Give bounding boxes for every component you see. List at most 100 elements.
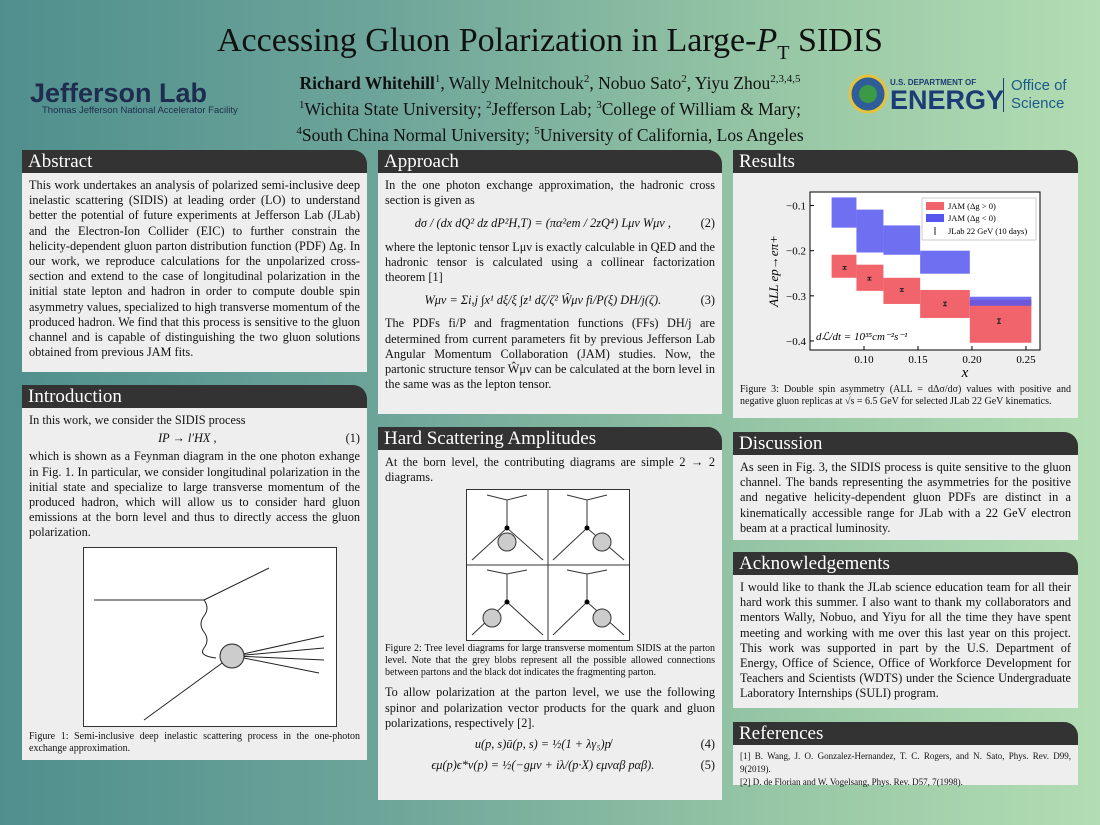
equation: u(p, s)ū(p, s) = ½(1 + λγ₅)p̸ (4) <box>385 737 715 752</box>
paragraph: which is shown as a Feynman diagram in t… <box>29 449 360 540</box>
section-title: Introduction <box>22 385 367 408</box>
equation-number: (2) <box>700 216 715 231</box>
section-body: −0.1 −0.2 −0.3 −0.4 0.10 0.15 0.20 0.25 x ALL ep→… <box>733 173 1078 418</box>
affiliation-number: 3 <box>596 98 602 111</box>
author-name: , Wally Melnitchouk <box>440 72 584 93</box>
blob <box>497 532 517 552</box>
equation: ϵμ(p)ϵ*ν(p) = ½(−gμν + iλ/(p·X) ϵμναβ pα… <box>385 758 715 773</box>
figure-caption: Figure 2: Tree level diagrams for large … <box>385 643 715 679</box>
fragment-dot <box>504 525 510 531</box>
affiliation-number: 4 <box>296 124 302 137</box>
equation-text: Wμν = Σi,j ∫x¹ dξ/ξ ∫z¹ dζ/ζ² Ŵμν fi/P(ξ… <box>424 293 662 308</box>
x-axis-label: x <box>961 365 969 378</box>
equation-number: (3) <box>700 293 715 308</box>
doe-logo: U.S. DEPARTMENT OF ENERGY <box>890 78 1005 115</box>
author-name: Richard Whitehill <box>299 72 435 93</box>
equation-number: (5) <box>700 758 715 773</box>
paragraph: The PDFs fi/P and fragmentation function… <box>385 316 715 392</box>
section-body: In this work, we consider the SIDIS proc… <box>22 408 367 760</box>
equation: IP → l′HX , (1) <box>29 431 360 446</box>
poster-title: Accessing Gluon Polarization in Large-PT… <box>0 22 1100 65</box>
affiliation-name: Jefferson Lab; <box>491 98 597 119</box>
legend-label: JAM (Δg > 0) <box>948 201 996 211</box>
blob <box>592 532 612 552</box>
affiliation-name: Wichita State University; <box>304 98 487 119</box>
title-text: Accessing Gluon Polarization in Large- <box>217 22 757 59</box>
feynman-diagram <box>83 546 337 727</box>
section-title: Abstract <box>22 150 367 173</box>
fragment-dot <box>504 599 510 605</box>
equation-text: u(p, s)ū(p, s) = ½(1 + λγ₅)p̸ <box>474 737 611 752</box>
y-axis-label: ALL ep→eπ+ <box>766 235 781 308</box>
logo-text: Science <box>1011 95 1065 112</box>
annotation: dℒ/dt = 10³⁵cm⁻²s⁻¹ <box>816 331 907 343</box>
logo-text: Jefferson Lab <box>30 78 208 108</box>
fragment-dot <box>584 525 590 531</box>
paragraph: In this work, we consider the SIDIS proc… <box>29 413 246 427</box>
affiliation-line: 4South China Normal University; 5Univers… <box>200 120 900 146</box>
figure-caption: Figure 3: Double spin asymmetry (ALL = d… <box>740 384 1071 407</box>
hadron-line <box>233 655 325 661</box>
author-name: , Yiyu Zhou <box>686 72 771 93</box>
band <box>831 197 857 228</box>
affiliation-number: 1 <box>299 98 305 111</box>
x-tick-label: 0.25 <box>1016 354 1036 366</box>
paragraph: where the leptonic tensor Lμν is exactly… <box>385 239 715 285</box>
title-text: P <box>756 22 778 59</box>
y-tick-label: −0.4 <box>786 336 806 348</box>
equation-number: (1) <box>345 431 360 446</box>
hadron-line <box>233 655 320 674</box>
affiliation-name: University of California, Los Angeles <box>539 124 804 145</box>
equation-text: IP → l′HX , <box>158 431 217 446</box>
legend-label: JAM (Δg < 0) <box>948 213 996 223</box>
x-tick-label: 0.20 <box>962 354 982 366</box>
paragraph: At the born level, the contributing diag… <box>385 455 715 485</box>
y-tick-label: −0.1 <box>786 201 806 213</box>
legend-label: JLab 22 GeV (10 days) <box>948 226 1027 236</box>
lepton-line <box>203 567 270 601</box>
band <box>969 299 1032 343</box>
section-title: Hard Scattering Amplitudes <box>378 427 722 450</box>
title-text: T <box>777 41 790 64</box>
doe-seal <box>848 74 888 114</box>
logo-text: Office of <box>1011 77 1067 94</box>
author-name: , Nobuo Sato <box>589 72 682 93</box>
paragraph: I would like to thank the JLab science e… <box>740 580 1071 701</box>
equation-text: dσ / (dx dQ² dz dP²H,T) = (πα²em / 2zQ⁴)… <box>414 216 671 231</box>
fragment-dot <box>584 599 590 605</box>
equation-text: ϵμ(p)ϵ*ν(p) = ½(−gμν + iλ/(p·X) ϵμναβ pα… <box>431 758 655 773</box>
author-affiliation: 2,3,4,5 <box>770 73 801 85</box>
photon-line <box>200 599 217 659</box>
y-tick-label: −0.2 <box>786 246 806 258</box>
affiliation-name: College of William & Mary; <box>601 98 801 119</box>
x-tick-label: 0.10 <box>854 354 874 366</box>
affiliation-name: South China Normal University; <box>301 124 535 145</box>
author-line: Richard Whitehill1, Wally Melnitchouk2, … <box>200 68 900 94</box>
section-body: At the born level, the contributing diag… <box>378 450 722 800</box>
x-tick-label: 0.15 <box>908 354 928 366</box>
legend-swatch <box>926 214 944 222</box>
paragraph: To allow polarization at the parton leve… <box>385 685 715 730</box>
author-affiliation: 1 <box>434 73 441 85</box>
logo-subtitle: Thomas Jefferson National Accelerator Fa… <box>42 105 238 116</box>
section-body: I would like to thank the JLab science e… <box>733 575 1078 708</box>
section-body: As seen in Fig. 3, the SIDIS process is … <box>733 455 1078 540</box>
y-tick-label: −0.3 <box>786 291 806 303</box>
hadron-line <box>233 647 325 657</box>
author-affiliation: 2 <box>681 73 687 85</box>
blob <box>482 608 502 628</box>
section-title: Approach <box>378 150 722 173</box>
affiliation-number: 2 <box>486 98 492 111</box>
paragraph: In the one photon exchange approximation… <box>385 178 715 208</box>
logo-text: ENERGY <box>890 85 1005 115</box>
logo-text: U.S. DEPARTMENT OF <box>890 78 977 87</box>
feynman-diagrams <box>466 489 630 642</box>
section-title: Results <box>733 150 1078 173</box>
equation: dσ / (dx dQ² dz dP²H,T) = (πα²em / 2zQ⁴)… <box>385 216 715 231</box>
logo-divider <box>1003 78 1004 112</box>
author-affiliation: 2 <box>583 73 590 85</box>
equation-number: (4) <box>700 737 715 752</box>
band <box>883 225 921 255</box>
reference: [1] B. Wang, J. O. Gonzalez-Hernandez, T… <box>740 751 1071 774</box>
